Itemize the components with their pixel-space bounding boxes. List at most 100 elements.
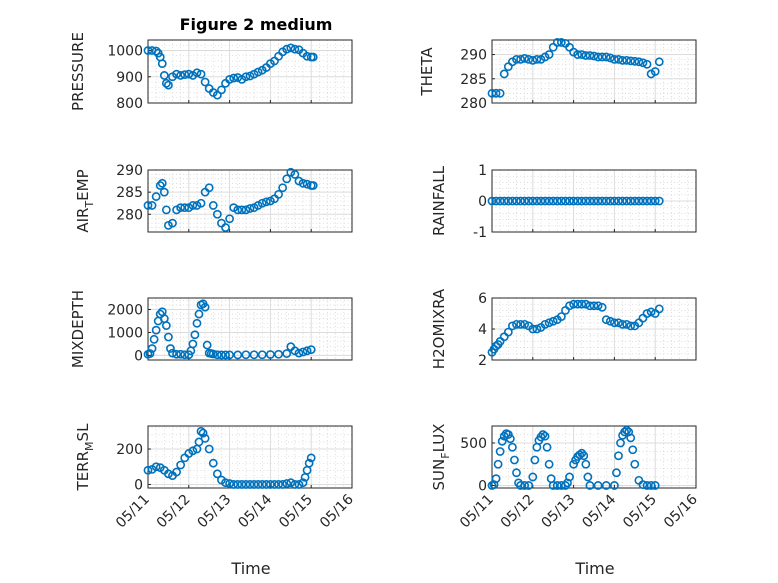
axes-box bbox=[491, 425, 697, 489]
data-point bbox=[290, 44, 300, 54]
axes-theta: 280 285 290 THETA bbox=[418, 38, 697, 112]
data-point bbox=[493, 459, 503, 469]
data-point bbox=[151, 462, 161, 472]
axes-terr-msl: 0 200 05/11 05/12 05/13 05/14 05/15 05/16 TERRMS… bbox=[74, 423, 357, 531]
data-point bbox=[642, 309, 652, 318]
data-point bbox=[180, 203, 190, 213]
y-axis-label-sub: F bbox=[439, 452, 452, 458]
data-point bbox=[646, 481, 656, 490]
data-point bbox=[573, 196, 583, 206]
data-point bbox=[241, 480, 251, 489]
data-point bbox=[286, 43, 296, 53]
data-point bbox=[532, 324, 542, 334]
data-point bbox=[176, 203, 186, 213]
data-point bbox=[217, 350, 226, 360]
y-tick-label: 0 bbox=[478, 194, 487, 210]
data-point bbox=[151, 192, 161, 201]
data-point bbox=[620, 427, 629, 437]
data-point bbox=[532, 54, 542, 64]
data-point bbox=[212, 469, 222, 479]
plot-area bbox=[491, 39, 697, 104]
data-point bbox=[626, 196, 636, 206]
data-point bbox=[143, 465, 153, 475]
data-point bbox=[151, 325, 161, 335]
x-axis-label-right: Time bbox=[574, 559, 614, 578]
data-point bbox=[510, 455, 519, 465]
y-tick-label: 285 bbox=[116, 185, 143, 201]
data-point bbox=[593, 52, 603, 62]
y-tick-label: 0 bbox=[478, 478, 487, 494]
data-point bbox=[642, 481, 652, 490]
data-point bbox=[516, 319, 525, 329]
data-point bbox=[188, 446, 198, 456]
data-point bbox=[217, 85, 226, 95]
data-point bbox=[556, 312, 566, 321]
data-point bbox=[569, 299, 578, 309]
data-point bbox=[202, 340, 212, 350]
data-point bbox=[605, 53, 615, 63]
y-tick-label: 0 bbox=[134, 477, 143, 493]
data-point bbox=[487, 196, 497, 206]
data-point bbox=[614, 318, 623, 328]
y-axis-label-rest: LUX bbox=[430, 424, 448, 453]
data-point bbox=[583, 472, 593, 482]
data-point bbox=[548, 196, 558, 206]
data-point bbox=[491, 88, 501, 98]
y-tick-label: 2 bbox=[478, 353, 487, 369]
data-point bbox=[253, 480, 263, 489]
data-point bbox=[638, 480, 648, 490]
data-point bbox=[282, 349, 292, 358]
data-point bbox=[265, 350, 275, 359]
axes-box bbox=[491, 39, 697, 104]
data-point bbox=[225, 479, 234, 488]
data-point bbox=[208, 349, 218, 359]
data-point bbox=[495, 196, 505, 206]
data-point bbox=[245, 71, 255, 81]
data-point bbox=[642, 196, 652, 206]
data-point bbox=[565, 196, 574, 206]
data-point bbox=[581, 459, 591, 469]
data-point bbox=[622, 425, 632, 435]
data-point bbox=[221, 223, 230, 232]
y-axis-label: MIXDEPTH bbox=[69, 290, 87, 368]
data-point bbox=[257, 350, 267, 360]
y-tick-label: 6 bbox=[478, 291, 487, 307]
y-axis-label: RAINFALL bbox=[430, 165, 448, 236]
y-tick-label: 4 bbox=[478, 322, 487, 338]
data-point bbox=[253, 67, 263, 77]
data-point bbox=[172, 69, 181, 79]
data-point bbox=[520, 196, 530, 206]
data-point bbox=[630, 56, 640, 66]
axes-rainfall: -1 0 1 RAINFALL bbox=[430, 163, 697, 241]
data-point bbox=[622, 55, 632, 65]
data-point bbox=[556, 196, 566, 206]
data-point bbox=[143, 201, 153, 210]
data-point bbox=[524, 54, 534, 64]
data-point bbox=[610, 481, 619, 490]
data-point bbox=[503, 196, 513, 206]
data-point bbox=[540, 319, 550, 329]
data-point bbox=[503, 327, 513, 337]
x-tick-label: 05/13 bbox=[539, 492, 579, 532]
y-axis-label-main: SUN bbox=[430, 459, 448, 491]
data-point bbox=[278, 480, 288, 489]
data-point bbox=[245, 204, 255, 213]
data-point bbox=[610, 318, 619, 328]
data-point bbox=[180, 70, 190, 80]
data-point bbox=[646, 196, 656, 206]
y-tick-label: 1 bbox=[478, 163, 487, 179]
x-axis-label-left: Time bbox=[230, 559, 270, 578]
data-point bbox=[200, 433, 210, 443]
data-point bbox=[208, 201, 218, 210]
data-point bbox=[528, 196, 538, 206]
data-point bbox=[194, 309, 204, 319]
data-point bbox=[172, 467, 181, 477]
data-point bbox=[261, 197, 271, 207]
data-point bbox=[593, 481, 603, 490]
data-point bbox=[221, 478, 230, 488]
data-point bbox=[306, 345, 316, 355]
data-point bbox=[503, 430, 513, 439]
data-point bbox=[298, 347, 308, 357]
data-point bbox=[538, 430, 548, 439]
data-point bbox=[495, 88, 505, 98]
